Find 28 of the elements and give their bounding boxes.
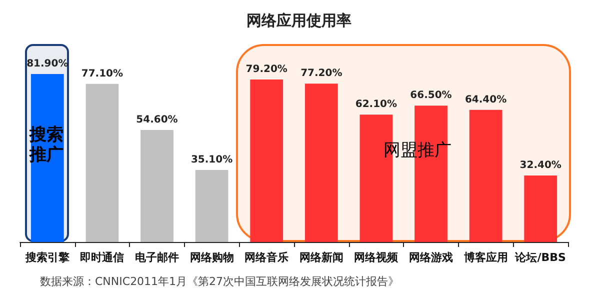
data-label: 79.20% (246, 64, 288, 76)
data-label: 77.10% (81, 68, 124, 80)
data-label: 35.10% (190, 154, 233, 166)
data-label: 62.10% (355, 99, 398, 110)
source-note: 数据来源：CNNIC2011年1月《第27次中国互联网络发展状况统计报告》 (40, 275, 400, 288)
bar (140, 130, 174, 242)
chart-title: 网络应用使用率 (246, 12, 352, 30)
data-label: 77.20% (300, 68, 342, 80)
x-tick-label: 网络游戏 (409, 251, 453, 264)
bar (86, 84, 119, 242)
bar (250, 80, 284, 242)
data-label: 66.50% (410, 90, 452, 102)
data-label: 64.40% (464, 94, 507, 106)
bar (304, 84, 338, 242)
x-tick-label: 网络音乐 (244, 251, 289, 264)
x-tick-label: 网络购物 (190, 251, 234, 264)
x-tick-label: 即时通信 (80, 251, 124, 264)
data-label: 32.40% (520, 160, 562, 172)
bar (469, 110, 502, 242)
x-tick-label: 博客应用 (462, 251, 508, 264)
data-label: 54.60% (136, 114, 178, 126)
x-tick-label: 网络视频 (354, 251, 400, 264)
x-tick-label: 论坛/BBS (514, 251, 566, 264)
x-tick-label: 电子邮件 (135, 251, 179, 264)
x-tick-label: 搜索引擎 (24, 251, 70, 264)
bar (524, 176, 558, 242)
x-tick-label: 网络新闻 (299, 251, 344, 264)
bar (195, 170, 228, 242)
